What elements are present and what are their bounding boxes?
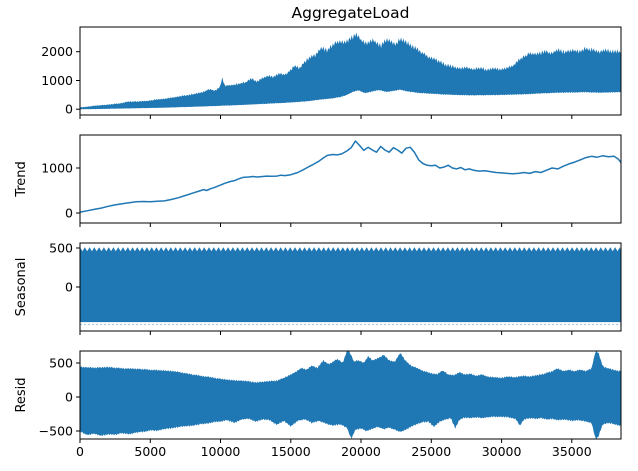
axes-frame	[79, 134, 622, 224]
y-tick-label: 1000	[41, 73, 73, 88]
x-tick-label: 15000	[271, 444, 311, 459]
x-tick-label: 20000	[341, 444, 381, 459]
seasonal-band	[80, 247, 621, 323]
x-tick-label: 25000	[411, 444, 451, 459]
y-tick-label: 0	[65, 206, 73, 221]
axes-frame	[79, 26, 622, 116]
y-tick-label: 2000	[41, 44, 73, 59]
subplot-1: 0 1000	[41, 134, 622, 227]
trend-line	[80, 140, 621, 213]
y-tick-label: 500	[49, 356, 73, 371]
axes-frame	[79, 350, 622, 440]
y-tick-label: 0	[65, 280, 73, 295]
subplot-0: 0 1000 2000	[41, 26, 622, 119]
x-tick-label: 10000	[201, 444, 241, 459]
y-tick-label: 0	[65, 102, 73, 117]
y-tick-label: 0	[65, 390, 73, 405]
observed-band	[80, 32, 621, 110]
x-tick-label: 0	[76, 444, 84, 459]
y-tick-label: −500	[39, 424, 73, 439]
x-tick-label: 30000	[482, 444, 522, 459]
chart-title: AggregateLoad	[291, 4, 410, 22]
y-tick-label: 1000	[41, 161, 73, 176]
subplot-3: 0 5000 10000 15000 20000 25000 30000 35000−5000…	[39, 350, 622, 459]
y-tick-label: 500	[49, 241, 73, 256]
subplot-2: 0 500	[49, 241, 622, 335]
resid-band	[80, 351, 621, 439]
x-tick-label: 35000	[552, 444, 592, 459]
x-tick-label: 5000	[134, 444, 166, 459]
